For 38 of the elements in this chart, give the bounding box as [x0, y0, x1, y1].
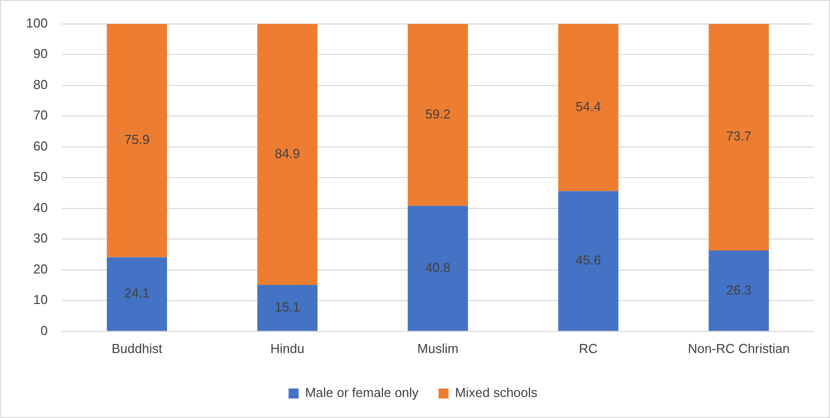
y-tick-label: 0	[40, 322, 48, 338]
y-tick-label: 40	[33, 200, 48, 215]
bar	[558, 191, 618, 331]
data-label: 73.7	[726, 128, 752, 144]
bar	[408, 206, 468, 331]
data-label: 40.8	[425, 260, 450, 275]
data-label: 59.2	[425, 106, 450, 122]
y-tick-label: 90	[33, 46, 48, 62]
bar	[558, 24, 618, 192]
bar	[408, 24, 468, 206]
y-tick-label: 100	[26, 15, 48, 30]
bar	[257, 24, 318, 285]
data-label: 24.1	[124, 286, 150, 301]
y-tick-label: 70	[33, 108, 48, 123]
x-tick-label: RC	[578, 340, 598, 356]
legend-label: Mixed schools	[455, 385, 538, 400]
x-tick-label: Non-RC Christian	[688, 340, 790, 356]
data-label: 26.3	[726, 282, 752, 298]
bar	[106, 24, 168, 258]
legend-label: Male or female only	[305, 385, 420, 400]
x-tick-label: Buddhist	[112, 340, 163, 356]
data-label: 75.9	[124, 132, 150, 148]
data-label: 84.9	[274, 146, 300, 161]
bar	[708, 24, 769, 250]
y-tick-label: 80	[33, 76, 48, 92]
x-tick-label: Hindu	[270, 340, 304, 356]
bar	[257, 284, 318, 331]
data-label: 15.1	[274, 300, 300, 315]
y-tick-label: 60	[33, 138, 48, 154]
y-tick-label: 10	[33, 292, 48, 308]
data-label: 45.6	[576, 252, 601, 268]
x-tick-label: Muslim	[417, 340, 458, 356]
bar	[708, 250, 769, 331]
data-label: 54.4	[576, 99, 601, 114]
y-tick-label: 50	[33, 169, 48, 184]
y-tick-label: 30	[33, 230, 48, 246]
bar	[106, 257, 168, 331]
y-tick-label: 20	[33, 261, 48, 276]
